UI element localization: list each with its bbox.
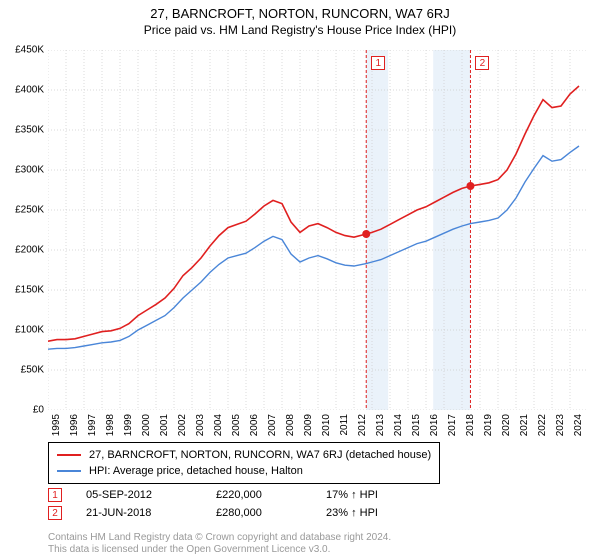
sale-row: 2 21-JUN-2018 £280,000 23% ↑ HPI	[48, 504, 426, 522]
x-tick-label: 2005	[231, 414, 242, 436]
chart-container: 27, BARNCROFT, NORTON, RUNCORN, WA7 6RJ …	[0, 0, 600, 560]
sales-table: 1 05-SEP-2012 £220,000 17% ↑ HPI 2 21-JU…	[48, 486, 426, 522]
x-tick-label: 2021	[519, 414, 530, 436]
y-tick-label: £150K	[15, 285, 44, 296]
sale-date: 21-JUN-2018	[86, 507, 216, 519]
y-tick-label: £100K	[15, 325, 44, 336]
event-marker: 2	[475, 56, 489, 70]
legend-item-hpi: HPI: Average price, detached house, Halt…	[57, 463, 431, 479]
x-tick-label: 2015	[411, 414, 422, 436]
x-tick-label: 1995	[51, 414, 62, 436]
legend-label: HPI: Average price, detached house, Halt…	[89, 465, 303, 477]
sale-price: £280,000	[216, 507, 326, 519]
x-tick-label: 1997	[87, 414, 98, 436]
x-tick-label: 2012	[357, 414, 368, 436]
chart-title: 27, BARNCROFT, NORTON, RUNCORN, WA7 6RJ	[0, 0, 600, 21]
footer-attribution: Contains HM Land Registry data © Crown c…	[48, 532, 391, 556]
x-tick-label: 2018	[465, 414, 476, 436]
legend: 27, BARNCROFT, NORTON, RUNCORN, WA7 6RJ …	[48, 442, 440, 484]
y-tick-label: £350K	[15, 125, 44, 136]
x-tick-label: 2003	[195, 414, 206, 436]
footer-line2: This data is licensed under the Open Gov…	[48, 544, 391, 556]
y-tick-label: £250K	[15, 205, 44, 216]
sale-marker-box: 1	[48, 488, 62, 502]
x-tick-label: 2001	[159, 414, 170, 436]
x-tick-label: 1998	[105, 414, 116, 436]
y-tick-label: £50K	[21, 365, 44, 376]
legend-item-subject: 27, BARNCROFT, NORTON, RUNCORN, WA7 6RJ …	[57, 447, 431, 463]
x-tick-label: 1999	[123, 414, 134, 436]
legend-swatch	[57, 470, 81, 472]
x-tick-label: 2009	[303, 414, 314, 436]
line-chart	[48, 50, 588, 410]
y-tick-label: £300K	[15, 165, 44, 176]
y-tick-label: £200K	[15, 245, 44, 256]
sale-row: 1 05-SEP-2012 £220,000 17% ↑ HPI	[48, 486, 426, 504]
x-tick-label: 2024	[573, 414, 584, 436]
chart-area: £0£50K£100K£150K£200K£250K£300K£350K£400…	[48, 50, 588, 410]
x-tick-label: 2023	[555, 414, 566, 436]
x-tick-label: 2008	[285, 414, 296, 436]
y-tick-label: £0	[33, 405, 44, 416]
event-marker: 1	[371, 56, 385, 70]
sale-date: 05-SEP-2012	[86, 489, 216, 501]
y-tick-label: £450K	[15, 45, 44, 56]
x-tick-label: 2000	[141, 414, 152, 436]
chart-subtitle: Price paid vs. HM Land Registry's House …	[0, 21, 600, 41]
legend-swatch	[57, 454, 81, 456]
x-tick-label: 2016	[429, 414, 440, 436]
legend-label: 27, BARNCROFT, NORTON, RUNCORN, WA7 6RJ …	[89, 449, 431, 461]
x-tick-label: 2017	[447, 414, 458, 436]
x-tick-label: 2010	[321, 414, 332, 436]
x-tick-label: 2020	[501, 414, 512, 436]
x-tick-label: 1996	[69, 414, 80, 436]
sale-price: £220,000	[216, 489, 326, 501]
x-tick-label: 2011	[339, 414, 350, 436]
x-tick-label: 2022	[537, 414, 548, 436]
sale-hpi: 23% ↑ HPI	[326, 507, 426, 519]
x-tick-label: 2019	[483, 414, 494, 436]
x-tick-label: 2013	[375, 414, 386, 436]
sale-hpi: 17% ↑ HPI	[326, 489, 426, 501]
x-tick-label: 2006	[249, 414, 260, 436]
x-tick-label: 2014	[393, 414, 404, 436]
sale-marker-box: 2	[48, 506, 62, 520]
footer-line1: Contains HM Land Registry data © Crown c…	[48, 532, 391, 544]
x-tick-label: 2004	[213, 414, 224, 436]
y-tick-label: £400K	[15, 85, 44, 96]
x-tick-label: 2007	[267, 414, 278, 436]
x-tick-label: 2002	[177, 414, 188, 436]
